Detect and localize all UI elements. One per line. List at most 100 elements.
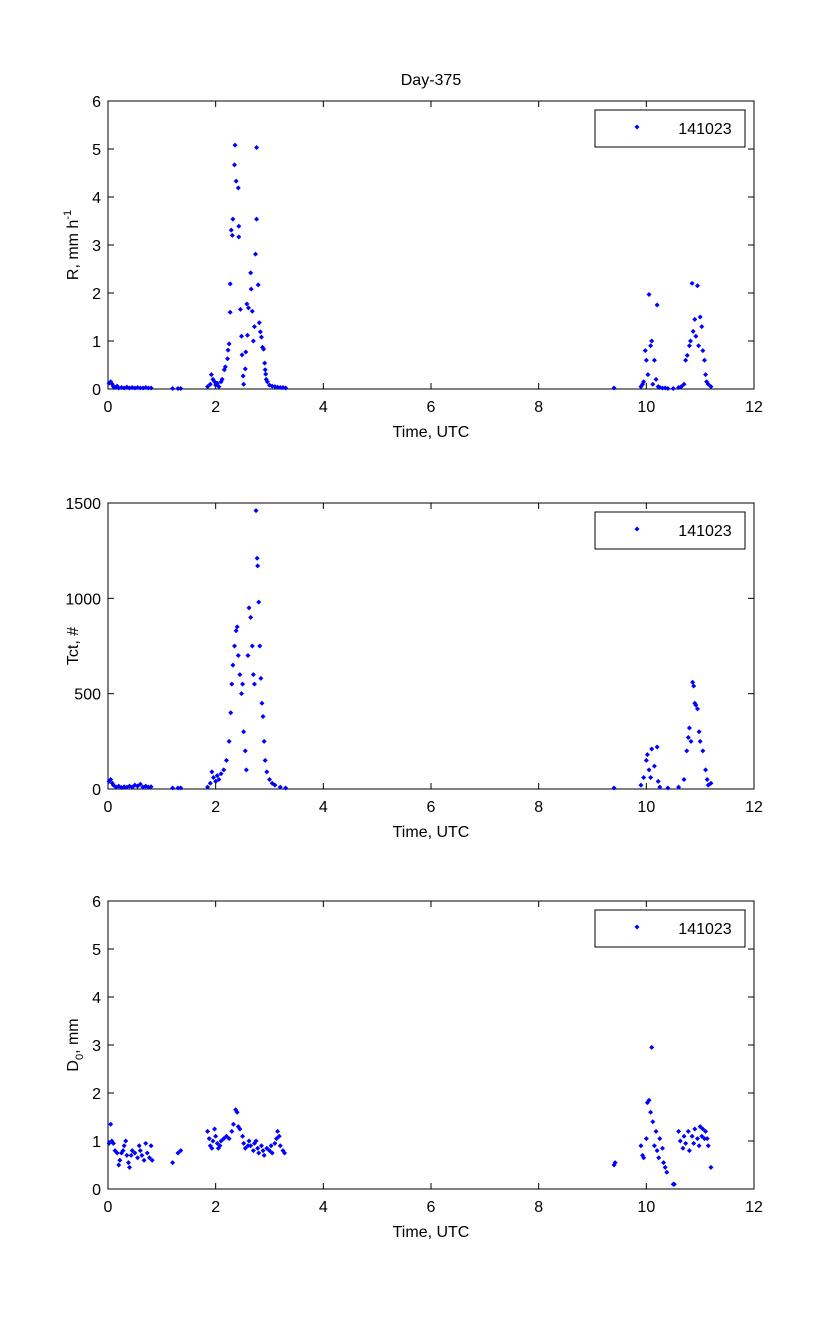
data-point [242,366,248,372]
data-point [263,371,269,377]
x-tick-label: 2 [211,399,220,416]
data-point [244,332,250,338]
data-point [218,771,224,777]
data-point [213,1133,219,1139]
data-point [685,1128,691,1134]
data-point [128,1152,134,1158]
data-point [277,385,283,391]
data-point [234,624,240,630]
data-point [659,385,665,391]
data-point [273,1136,279,1142]
data-point [236,223,242,229]
data-point [137,385,143,391]
x-tick-label: 4 [319,1199,328,1216]
data-point [641,379,647,385]
data-point [261,1152,267,1158]
data-point [659,1145,665,1151]
data-point [678,384,684,390]
legend: 141023 [594,511,746,550]
y-tick-label: 4 [92,990,101,1007]
data-point [664,1169,670,1175]
x-tick-label: 8 [534,1199,543,1216]
data-point [222,364,228,370]
data-point [124,1152,130,1158]
data-point [225,347,231,353]
data-point [242,748,248,754]
data-point [648,1109,654,1115]
data-point [696,1143,702,1149]
data-point [258,675,264,681]
data-point [249,643,255,649]
y-tick-label: 500 [74,687,101,704]
data-point [221,767,227,773]
data-point [258,334,264,340]
data-point [217,1143,223,1149]
plot-area [107,502,755,790]
data-point [178,1148,184,1154]
data-point [655,778,661,784]
data-point [254,145,260,151]
y-tick-label: 0 [92,782,101,799]
data-point [205,784,211,790]
data-point [106,1140,112,1146]
legend-box [594,909,746,948]
data-point [209,769,215,775]
data-point [699,1133,705,1139]
data-point [227,281,233,287]
data-point [686,1148,692,1154]
data-point [708,384,714,390]
data-point [240,1133,246,1139]
data-point [665,785,671,791]
data-point [212,1126,218,1132]
figure-title: Day-375 [401,72,462,89]
data-point [226,341,232,347]
data-point [121,1143,127,1149]
data-point [206,1136,212,1142]
data-point [641,1155,647,1161]
data-point [693,702,699,708]
y-label-base: Tct, # [65,627,82,665]
x-tick-label: 0 [104,399,113,416]
data-point [216,776,222,782]
data-point [649,1044,655,1050]
data-point [136,1143,142,1149]
y-label-sub: 0 [74,1054,86,1060]
data-point [210,1138,216,1144]
data-point [114,1150,120,1156]
data-point [694,283,700,289]
data-point [638,1143,644,1149]
data-point [686,343,692,349]
data-point [611,785,617,791]
data-point [677,1138,683,1144]
data-point [690,328,696,334]
data-point [207,381,213,387]
data-point [110,1140,116,1146]
data-point [218,1138,224,1144]
data-point [227,309,233,315]
data-point [681,776,687,782]
data-point [125,1160,131,1166]
data-point [694,706,700,712]
data-point [240,681,246,687]
data-point [272,1140,278,1146]
data-point [221,1136,227,1142]
data-point [704,776,710,782]
data-point [170,785,176,791]
data-point [249,308,255,314]
data-point [708,780,714,786]
y-tick-label: 5 [92,142,101,159]
data-point [691,1140,697,1146]
data-point [120,1148,126,1154]
data-point [277,784,283,790]
data-point [248,614,254,620]
data-point [241,381,247,387]
data-point [205,384,211,390]
y-tick-label: 6 [92,894,101,911]
plot-area [107,100,755,390]
data-point [644,752,650,758]
data-point [228,227,234,233]
x-tick-label: 4 [319,799,328,816]
data-point [226,738,232,744]
data-point [148,385,154,391]
data-point [708,1164,714,1170]
